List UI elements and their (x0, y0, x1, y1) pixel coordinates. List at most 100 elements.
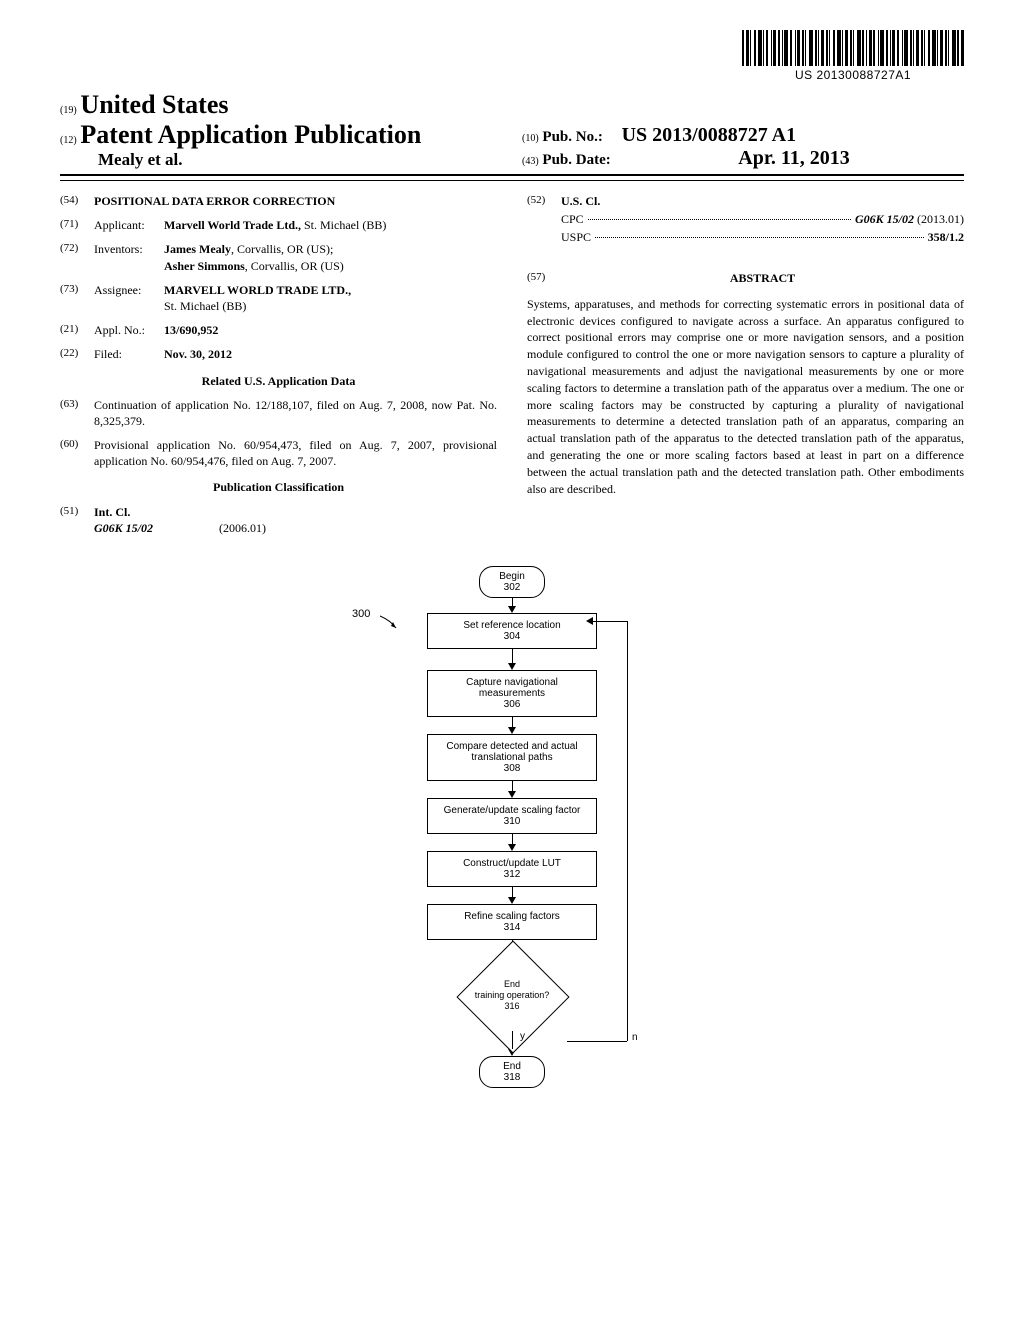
country: United States (80, 90, 228, 119)
uspc-label: USPC (561, 229, 591, 245)
pub-no: US 2013/0088727 A1 (622, 124, 796, 146)
title-code: (54) (60, 193, 94, 209)
fc-box-310: Generate/update scaling factor 310 (427, 798, 597, 834)
fc-line (512, 781, 513, 791)
appl-label: Appl. No.: (94, 322, 164, 338)
cpc-row: CPC G06K 15/02 (2013.01) (561, 211, 964, 227)
abstract-head: ABSTRACT (561, 270, 964, 286)
intcl-label: Int. Cl. (94, 505, 130, 519)
appl-code: (21) (60, 322, 94, 338)
title-field: (54) POSITIONAL DATA ERROR CORRECTION (60, 193, 497, 209)
uspc-dotted (595, 237, 924, 238)
fc-arrow-icon (508, 606, 516, 613)
doc-type: Patent Application Publication (80, 120, 421, 149)
cpc-year: (2013.01) (917, 211, 964, 227)
doc-type-line: (12) Patent Application Publication (60, 120, 502, 150)
fc-y-segment: y (302, 1031, 722, 1049)
country-code: (19) (60, 105, 77, 116)
applicant-loc: St. Michael (BB) (304, 218, 386, 232)
filed-code: (22) (60, 346, 94, 362)
inventor1: James Mealy (164, 242, 231, 256)
fc-loop-v (627, 621, 628, 1041)
inventors-body: James Mealy, Corvallis, OR (US); Asher S… (164, 241, 497, 273)
fc-box-310-label: Generate/update scaling factor (444, 805, 581, 816)
assignee-loc: St. Michael (BB) (164, 299, 246, 313)
inventors-label: Inventors: (94, 241, 164, 273)
rule-top (60, 174, 964, 176)
fc-line (512, 717, 513, 727)
appl-field: (21) Appl. No.: 13/690,952 (60, 322, 497, 338)
fc-arrow-icon (508, 663, 516, 670)
country-line: (19) United States (60, 90, 502, 120)
fc-box-314-num: 314 (504, 922, 521, 933)
prov-text: Provisional application No. 60/954,473, … (94, 437, 497, 469)
fc-end-num: 318 (504, 1072, 521, 1083)
intcl-field: (51) Int. Cl. G06K 15/02 (2006.01) (60, 504, 497, 536)
fc-y-label: y (520, 1031, 525, 1042)
pub-date-code: (43) (522, 156, 539, 167)
cpc-class: G06K 15/02 (855, 211, 914, 227)
intcl-code: (51) (60, 504, 94, 536)
fc-loop-h1 (567, 1041, 627, 1042)
fc-decision-label-b: training operation? (475, 990, 550, 1000)
barcode: US 20130088727A1 (742, 30, 964, 82)
assignee-label: Assignee: (94, 282, 164, 314)
fc-arrow-icon (508, 897, 516, 904)
fc-decision-num: 316 (504, 1001, 519, 1011)
inventor2-loc: , Corvallis, OR (US) (245, 259, 344, 273)
fc-box-306-label: Capture navigational measurements (466, 677, 558, 699)
patent-page: US 20130088727A1 (19) United States (12)… (0, 0, 1024, 1128)
class-head: Publication Classification (60, 479, 497, 495)
filed-date: Nov. 30, 2012 (164, 346, 497, 362)
fc-begin-label: Begin (499, 571, 525, 582)
uspc-class: 358/1.2 (928, 229, 964, 245)
cont-code: (63) (60, 397, 94, 429)
fc-box-310-num: 310 (504, 816, 521, 827)
inventors-code: (72) (60, 241, 94, 273)
inventors-field: (72) Inventors: James Mealy , Corvallis, … (60, 241, 497, 273)
fc-loop-h2 (592, 621, 627, 622)
fc-box-314: Refine scaling factors 314 (427, 904, 597, 940)
title-row: (19) United States (12) Patent Applicati… (60, 90, 964, 170)
pub-no-label: Pub. No.: (542, 129, 602, 145)
filed-field: (22) Filed: Nov. 30, 2012 (60, 346, 497, 362)
fc-decision-label-a: End (504, 979, 520, 989)
pub-no-line: (10) Pub. No.: US 2013/0088727 A1 (522, 124, 964, 147)
fc-box-306: Capture navigational measurements 306 (427, 670, 597, 717)
uspc-row: USPC 358/1.2 (561, 229, 964, 245)
fc-begin-num: 302 (504, 582, 521, 593)
fc-n-label: n (632, 1032, 638, 1043)
fc-line (512, 887, 513, 897)
barcode-number: US 20130088727A1 (742, 68, 964, 82)
fc-box-304-num: 304 (504, 631, 521, 642)
doc-type-code: (12) (60, 135, 77, 146)
flowchart-ref-label: 300 (352, 608, 370, 620)
fc-begin: Begin 302 (479, 566, 545, 598)
fc-line (512, 649, 513, 663)
fc-arrow-icon (508, 844, 516, 851)
provisional-field: (60) Provisional application No. 60/954,… (60, 437, 497, 469)
continuation-field: (63) Continuation of application No. 12/… (60, 397, 497, 429)
fc-box-312: Construct/update LUT 312 (427, 851, 597, 887)
authors: Mealy et al. (98, 150, 502, 170)
fc-loop-arrowhead-icon (586, 617, 593, 625)
abstract-block: (57) ABSTRACT Systems, apparatuses, and … (527, 270, 964, 498)
fc-arrow-icon (508, 791, 516, 798)
fc-box-304-label: Set reference location (463, 620, 560, 631)
assignee-body: MARVELL WORLD TRADE LTD., St. Michael (B… (164, 282, 497, 314)
intcl-year: (2006.01) (219, 521, 266, 535)
pub-date-line: (43) Pub. Date: Apr. 11, 2013 (522, 147, 964, 170)
applicant-name: Marvell World Trade Ltd., (164, 218, 301, 232)
fc-diamond-text: End training operation? 316 (457, 979, 567, 1011)
fc-line (512, 598, 513, 606)
fc-line (512, 1031, 513, 1049)
fc-box-308: Compare detected and actual translationa… (427, 734, 597, 781)
invention-title: POSITIONAL DATA ERROR CORRECTION (94, 193, 497, 209)
related-head: Related U.S. Application Data (60, 373, 497, 389)
fc-decision-316: End training operation? 316 (457, 961, 567, 1031)
fc-box-308-label: Compare detected and actual translationa… (446, 741, 577, 763)
barcode-bars (742, 30, 964, 66)
title-right: (10) Pub. No.: US 2013/0088727 A1 (43) P… (502, 124, 964, 170)
assignee-name: MARVELL WORLD TRADE LTD., (164, 283, 351, 297)
fc-box-308-num: 308 (504, 763, 521, 774)
